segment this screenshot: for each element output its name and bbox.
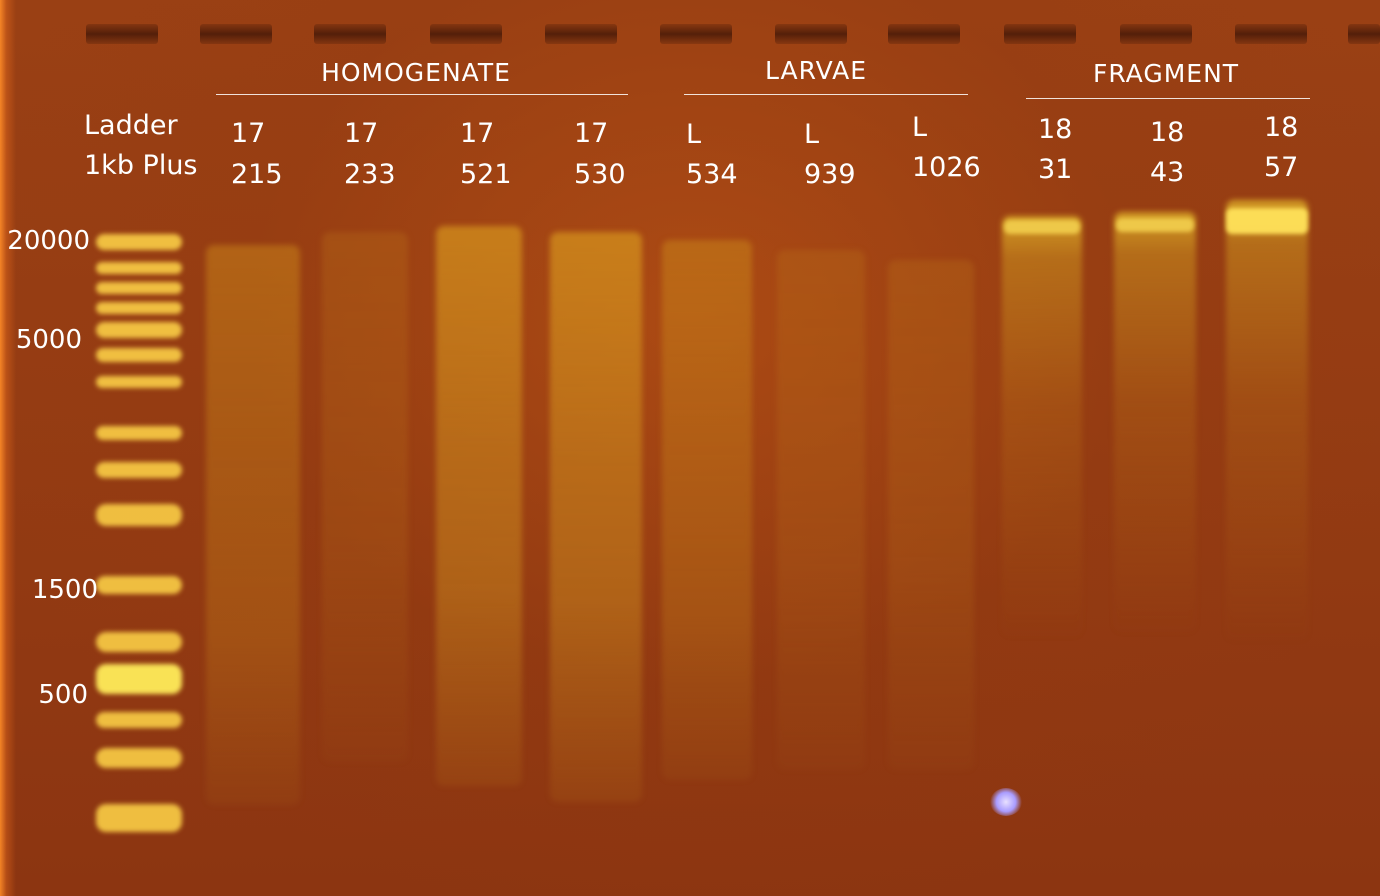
lane-label-line1: L (686, 119, 702, 150)
glow-artifact (990, 788, 1022, 816)
well (1235, 24, 1307, 44)
ladder-label-line2: 1kb Plus (84, 150, 198, 181)
lane-label-line2: 1026 (912, 152, 981, 183)
lane-label-line1: 17 (460, 118, 495, 149)
ladder-band (96, 322, 182, 338)
lane-label-line2: 534 (686, 159, 738, 190)
well (1120, 24, 1192, 44)
lane-label-line1: 17 (574, 118, 609, 149)
size-marker-5000: 5000 (15, 325, 82, 355)
ladder-band (96, 282, 182, 294)
sample-lane (662, 240, 752, 780)
ladder-band (96, 348, 182, 362)
sample-lane (550, 232, 642, 802)
ladder-band (96, 632, 182, 652)
well (660, 24, 732, 44)
hmw-band (1116, 218, 1194, 232)
gel-edge-glow (0, 0, 16, 896)
ladder-band (96, 302, 182, 314)
ladder-band (96, 376, 182, 388)
size-marker-20000: 20000 (7, 226, 90, 256)
well (775, 24, 847, 44)
group-title-homogenate: HOMOGENATE (321, 58, 511, 87)
lane-label-line2: 57 (1264, 152, 1299, 183)
ladder-band (96, 576, 182, 594)
lane-label-line1: 18 (1264, 112, 1299, 143)
lane-label-line1: L (804, 119, 820, 150)
ladder-band (96, 712, 182, 728)
well (545, 24, 617, 44)
lane-label-line2: 31 (1038, 154, 1073, 185)
lane-label-line1: 17 (231, 118, 266, 149)
lane-label-line2: 939 (804, 159, 856, 190)
lane-label-line2: 521 (460, 159, 512, 190)
well (430, 24, 502, 44)
ladder-band (96, 748, 182, 768)
sample-lane (1114, 212, 1196, 632)
ladder-band (96, 462, 182, 478)
group-underline (1026, 98, 1310, 99)
ladder-label-line1: Ladder (84, 110, 178, 141)
well (1004, 24, 1076, 44)
ladder-band (96, 262, 182, 274)
group-underline (684, 94, 968, 95)
ladder-band (96, 804, 182, 832)
lane-label-line1: 17 (344, 118, 379, 149)
lane-label-line2: 233 (344, 159, 396, 190)
sample-lane (322, 232, 408, 762)
size-marker-1500: 1500 (31, 575, 98, 605)
hmw-band (1226, 208, 1308, 234)
sample-lane (1226, 200, 1308, 640)
lane-label-line2: 215 (231, 159, 283, 190)
size-marker-500: 500 (38, 680, 88, 710)
well (86, 24, 158, 44)
sample-lane (1002, 216, 1082, 636)
lane-label-line2: 530 (574, 159, 626, 190)
lane-label-line1: 18 (1038, 114, 1073, 145)
well (200, 24, 272, 44)
group-title-larvae: LARVAE (764, 56, 867, 85)
ladder-band (96, 426, 182, 440)
lane-label-line2: 43 (1150, 157, 1185, 188)
sample-lane (206, 245, 300, 805)
well (314, 24, 386, 44)
group-underline (216, 94, 628, 95)
sample-lane (888, 260, 974, 770)
lane-label-line1: 18 (1150, 117, 1185, 148)
well (888, 24, 960, 44)
hmw-band (1004, 220, 1080, 234)
ladder-band (96, 664, 182, 694)
lane-label-line1: L (912, 112, 928, 143)
ladder-band (96, 504, 182, 526)
ladder-band (96, 234, 182, 250)
well (1348, 24, 1380, 44)
sample-lane (436, 226, 522, 786)
group-title-fragment: FRAGMENT (1092, 59, 1240, 88)
sample-lane (777, 250, 865, 770)
